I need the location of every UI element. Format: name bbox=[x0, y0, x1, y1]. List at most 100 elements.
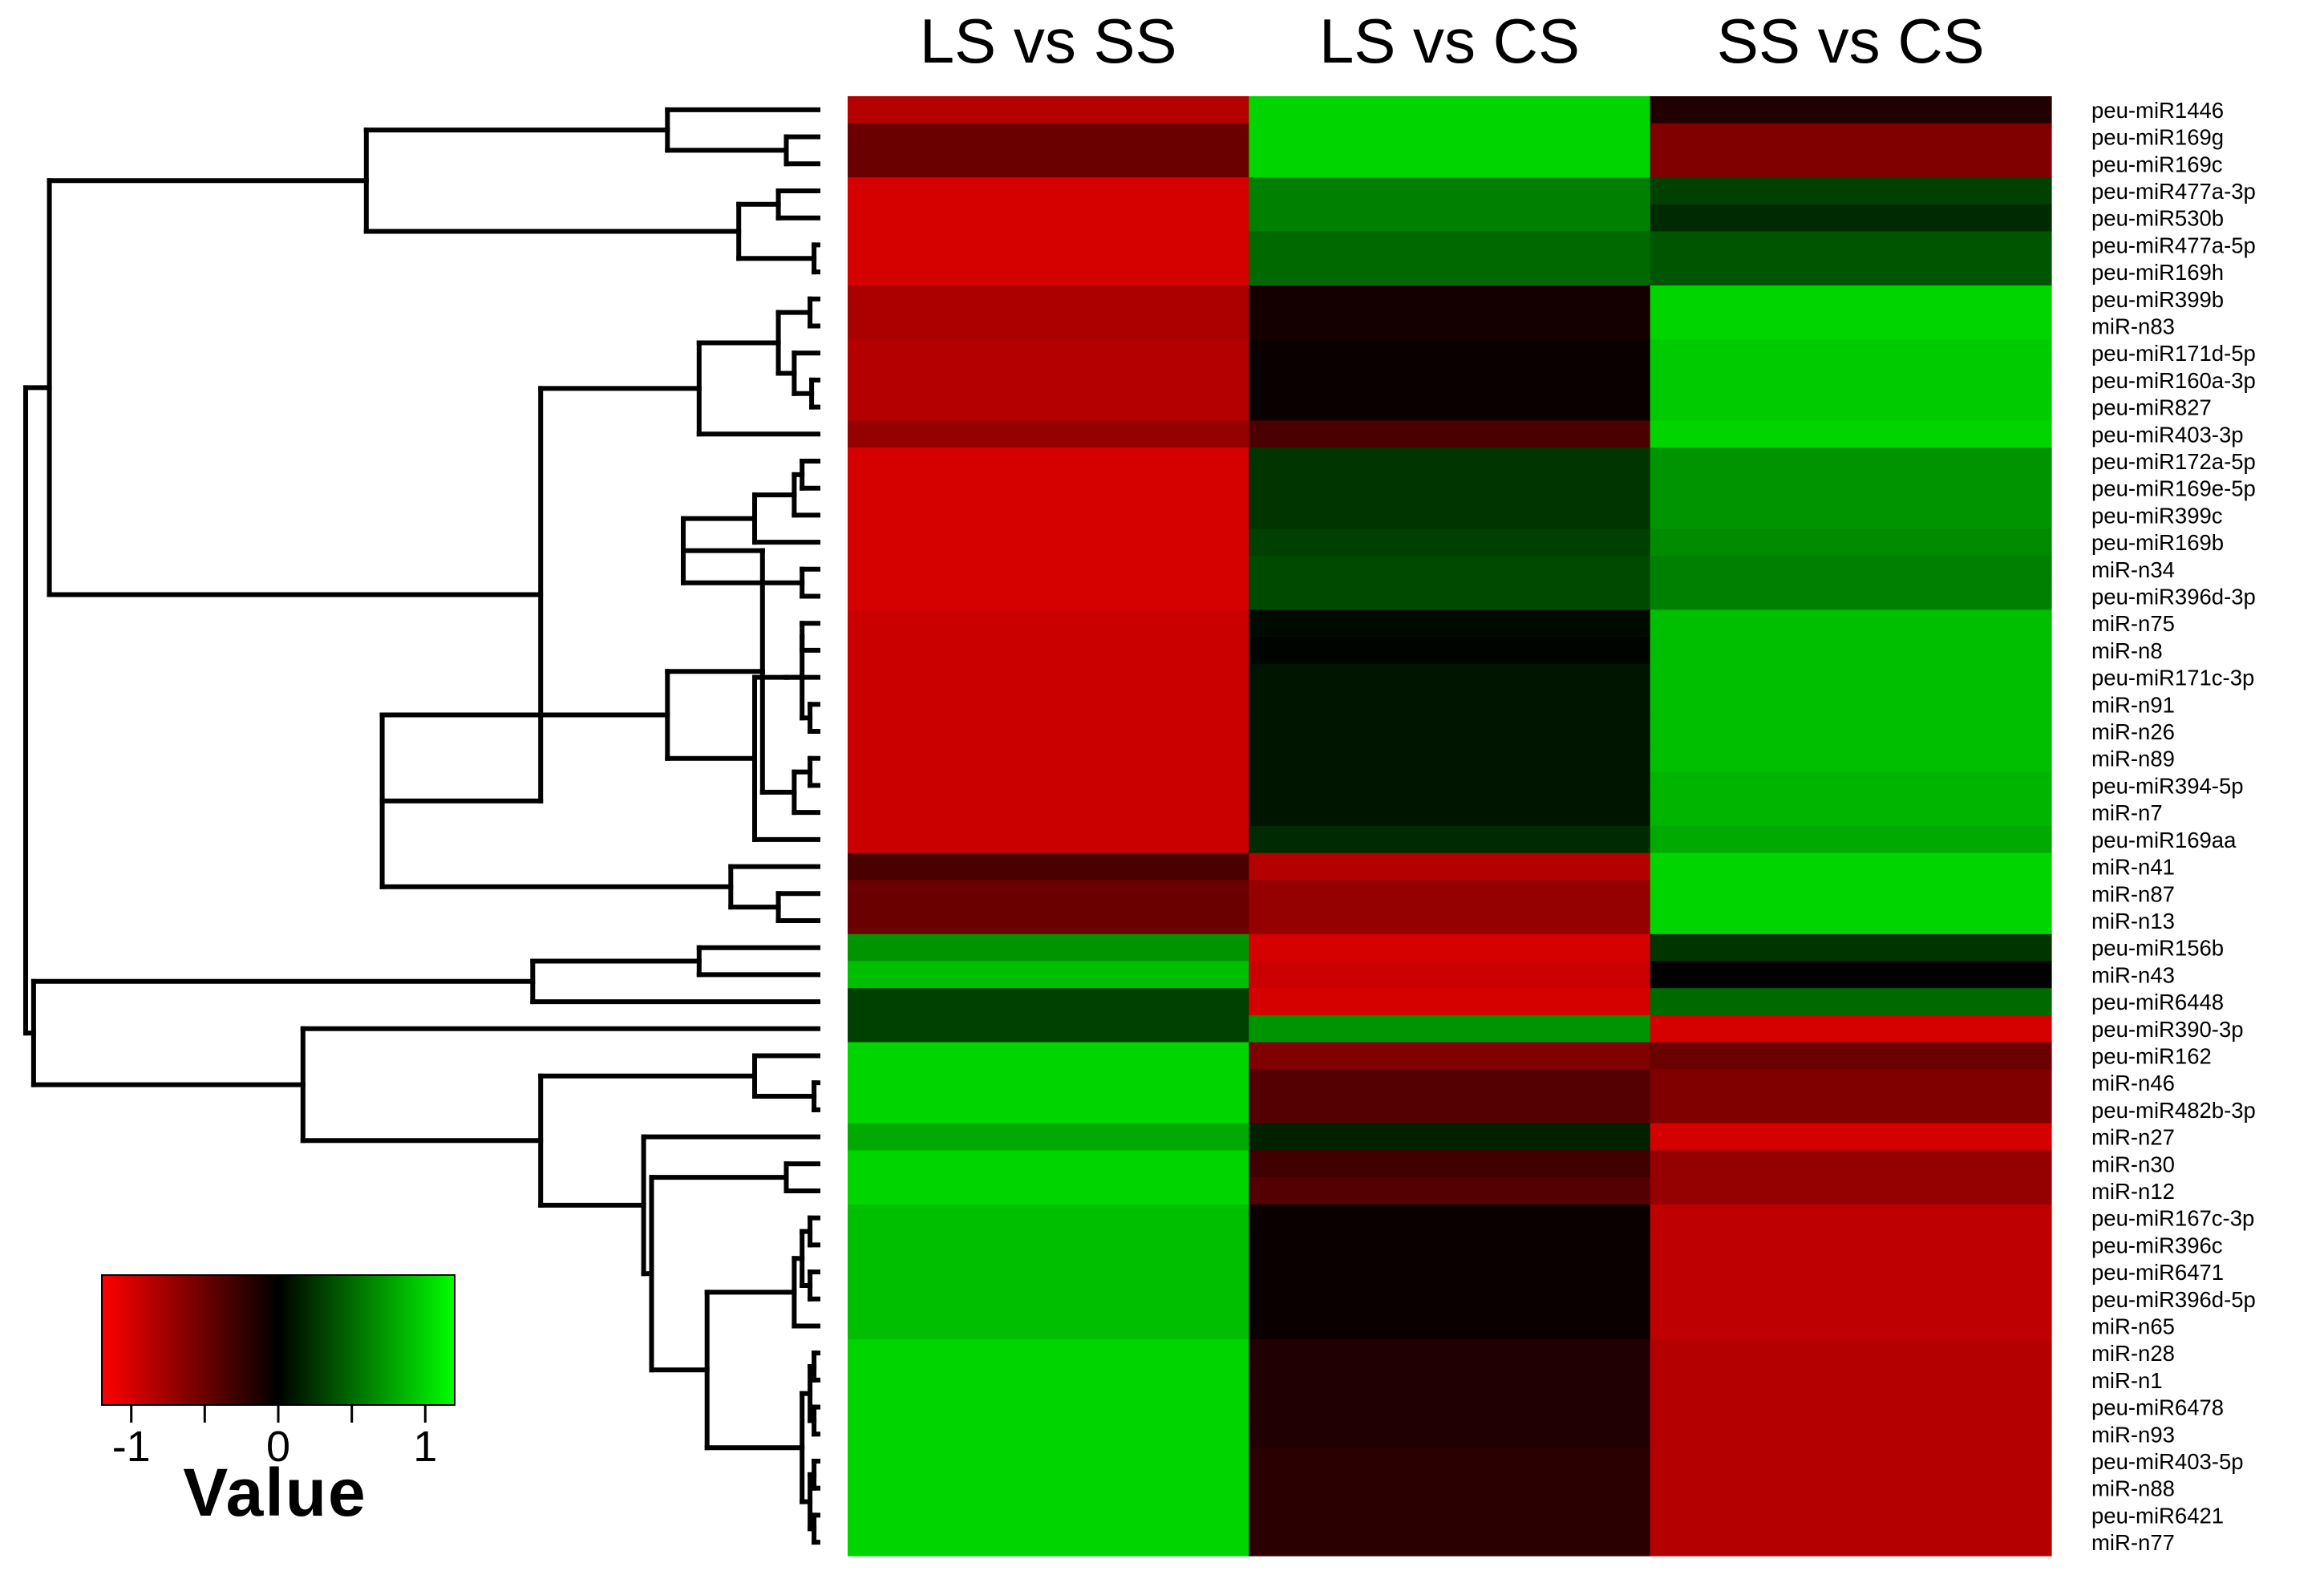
heatmap-cell bbox=[1650, 474, 2052, 503]
heatmap-cell bbox=[1249, 339, 1651, 367]
heatmap-cell bbox=[1650, 312, 2052, 340]
row-label: peu-miR827 bbox=[2091, 395, 2212, 420]
row-label: peu-miR169e-5p bbox=[2091, 476, 2256, 501]
heatmap-cell bbox=[1650, 609, 2052, 638]
heatmap-cell bbox=[1249, 799, 1651, 827]
heatmap-cell bbox=[1249, 258, 1651, 286]
heatmap-cell bbox=[1249, 393, 1651, 422]
row-label: miR-n65 bbox=[2091, 1314, 2175, 1339]
heatmap-cell bbox=[1650, 880, 2052, 908]
row-label: miR-n77 bbox=[2091, 1530, 2175, 1555]
row-label: peu-miR171c-3p bbox=[2091, 666, 2254, 690]
heatmap-cell bbox=[848, 582, 1249, 610]
heatmap-cell bbox=[1249, 447, 1651, 476]
heatmap-cell bbox=[1249, 501, 1651, 529]
heatmap-cell bbox=[1650, 177, 2052, 205]
heatmap-cell bbox=[848, 771, 1249, 800]
heatmap-cell bbox=[848, 690, 1249, 719]
row-label: peu-miR394-5p bbox=[2091, 773, 2244, 798]
heatmap-cell bbox=[1650, 1312, 2052, 1340]
color-key-ticks: -1 0 1 bbox=[112, 1405, 437, 1471]
row-label: miR-n12 bbox=[2091, 1179, 2175, 1204]
heatmap-cell bbox=[848, 447, 1249, 476]
row-label: miR-n43 bbox=[2091, 962, 2175, 987]
row-label: peu-miR1446 bbox=[2091, 98, 2224, 123]
color-key-tick-label: -1 bbox=[112, 1423, 151, 1471]
heatmap-cell bbox=[848, 961, 1249, 989]
heatmap-cell bbox=[1249, 1366, 1651, 1395]
heatmap-cell bbox=[848, 1501, 1249, 1529]
heatmap-cell bbox=[1249, 177, 1651, 205]
heatmap-cell bbox=[1650, 285, 2052, 314]
heatmap-cell bbox=[1249, 420, 1651, 448]
heatmap-cell bbox=[1249, 312, 1651, 340]
heatmap-cell bbox=[848, 528, 1249, 557]
heatmap-cell bbox=[1650, 1096, 2052, 1124]
heatmap-cell bbox=[848, 933, 1249, 962]
heatmap-cell bbox=[848, 231, 1249, 259]
heatmap-cell bbox=[848, 1420, 1249, 1448]
row-label: peu-miR169c bbox=[2091, 152, 2223, 176]
heatmap-cell bbox=[1650, 933, 2052, 962]
heatmap-cell bbox=[1650, 1069, 2052, 1097]
heatmap-cell bbox=[1249, 771, 1651, 800]
heatmap-cell bbox=[1249, 663, 1651, 692]
row-label: miR-n34 bbox=[2091, 557, 2175, 582]
row-label: miR-n46 bbox=[2091, 1071, 2175, 1095]
heatmap-cell bbox=[848, 799, 1249, 827]
heatmap-cell bbox=[1650, 907, 2052, 935]
color-key-tick-label: 0 bbox=[266, 1423, 290, 1471]
row-label: peu-miR403-5p bbox=[2091, 1449, 2244, 1474]
row-label: peu-miR477a-3p bbox=[2091, 179, 2256, 204]
heatmap-cell bbox=[1249, 96, 1651, 124]
row-label: miR-n87 bbox=[2091, 881, 2175, 906]
row-label: peu-miR399c bbox=[2091, 503, 2223, 528]
heatmap-cell bbox=[1650, 1528, 2052, 1557]
row-label: peu-miR396d-3p bbox=[2091, 585, 2256, 609]
heatmap-cell bbox=[848, 1231, 1249, 1259]
heatmap-cell bbox=[848, 1096, 1249, 1124]
heatmap-cell bbox=[1650, 771, 2052, 800]
heatmap-cell bbox=[1650, 988, 2052, 1016]
heatmap-cell bbox=[1650, 1285, 2052, 1314]
row-label: peu-miR6471 bbox=[2091, 1260, 2224, 1285]
row-label: miR-n88 bbox=[2091, 1476, 2175, 1501]
row-label: miR-n26 bbox=[2091, 719, 2175, 744]
heatmap-cell bbox=[848, 150, 1249, 178]
row-label: miR-n27 bbox=[2091, 1125, 2175, 1150]
heatmap-cell bbox=[1650, 1204, 2052, 1233]
heatmap-cell bbox=[1249, 1014, 1651, 1043]
heatmap-cell bbox=[848, 1447, 1249, 1476]
row-label: peu-miR169h bbox=[2091, 260, 2224, 285]
heatmap-cell bbox=[1650, 231, 2052, 259]
heatmap-cell bbox=[1650, 1177, 2052, 1205]
heatmap-cell bbox=[1650, 826, 2052, 854]
heatmap-cell bbox=[1249, 1042, 1651, 1070]
heatmap-cell bbox=[1249, 637, 1651, 665]
heatmap-cell bbox=[1249, 1204, 1651, 1233]
heatmap-cell bbox=[1249, 880, 1651, 908]
heatmap-cell bbox=[848, 1474, 1249, 1503]
heatmap-cell bbox=[1650, 690, 2052, 719]
heatmap-cell bbox=[848, 609, 1249, 638]
heatmap-cell bbox=[1650, 258, 2052, 286]
heatmap-cell bbox=[848, 420, 1249, 448]
heatmap-cell bbox=[848, 1285, 1249, 1314]
row-label: miR-n89 bbox=[2091, 747, 2175, 771]
heatmap-cell bbox=[1650, 1258, 2052, 1286]
row-label: miR-n1 bbox=[2091, 1368, 2163, 1393]
row-label: peu-miR162 bbox=[2091, 1044, 2212, 1069]
heatmap-cell bbox=[848, 1204, 1249, 1233]
heatmap-cell bbox=[848, 1014, 1249, 1043]
heatmap-cell bbox=[848, 663, 1249, 692]
color-key-title: Value bbox=[183, 1455, 366, 1530]
heatmap-cell bbox=[848, 988, 1249, 1016]
heatmap-cell bbox=[1650, 1014, 2052, 1043]
heatmap-cell bbox=[1650, 1447, 2052, 1476]
heatmap-cell bbox=[848, 474, 1249, 503]
color-key-gradient-bar bbox=[101, 1274, 455, 1406]
heatmap-cell bbox=[1650, 366, 2052, 395]
heatmap-cell bbox=[848, 1366, 1249, 1395]
heatmap-cell bbox=[848, 1177, 1249, 1205]
